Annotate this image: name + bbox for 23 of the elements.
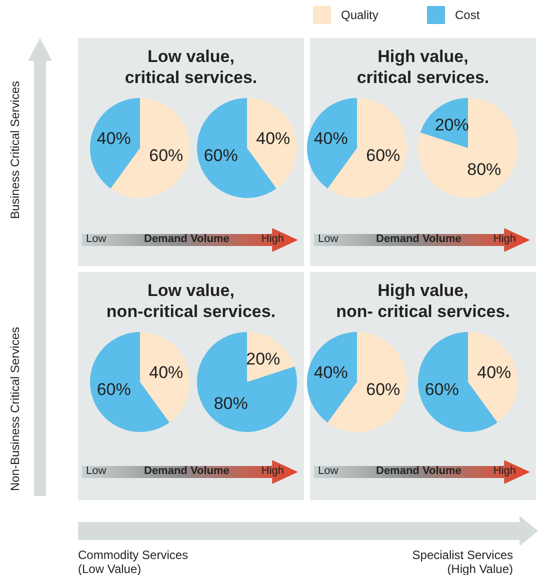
data-label: 40% (149, 363, 184, 382)
legend-label: Quality (341, 8, 378, 22)
data-label: 40% (477, 363, 512, 382)
data-label: 20% (246, 349, 280, 368)
chart-title: High value, non- critical services. (335, 280, 511, 322)
data-label: 60% (366, 146, 400, 166)
text: Business Critical Services (8, 80, 22, 222)
text: Low value, critical services. (124, 46, 258, 88)
data-label: 60% (204, 146, 238, 166)
data-label: 80% (214, 394, 248, 413)
data-label: 60% (424, 380, 459, 400)
data-label: 60% (149, 146, 184, 166)
data-label: 60% (366, 380, 400, 400)
data-label: 40% (96, 129, 131, 148)
data-label: 80% (467, 160, 502, 179)
legend-label: Cost (455, 8, 480, 22)
text: Non-Business Critical Services (8, 326, 22, 494)
data-label: 40% (256, 129, 290, 148)
data-label: 40% (314, 129, 348, 148)
chart-title: Low value, non-critical services. (105, 280, 277, 322)
data-label: 60% (96, 380, 131, 400)
data-label: 40% (314, 363, 348, 382)
chart-title: High value, critical services. (356, 46, 490, 88)
